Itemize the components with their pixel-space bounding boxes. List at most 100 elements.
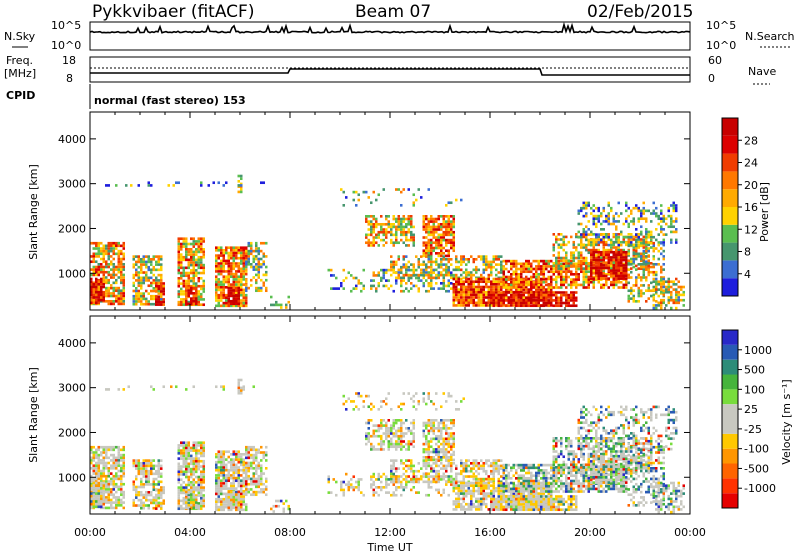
heatmap-cell: [667, 290, 670, 294]
heatmap-cell: [185, 255, 188, 259]
heatmap-cell: [510, 288, 513, 291]
heatmap-cell: [105, 461, 108, 465]
heatmap-cell: [132, 258, 135, 261]
heatmap-cell: [252, 493, 255, 497]
heatmap-cell: [177, 181, 180, 185]
heatmap-cell: [430, 284, 433, 288]
heatmap-cell: [535, 273, 538, 276]
heatmap-cell: [430, 220, 433, 223]
heatmap-cell: [187, 258, 190, 262]
heatmap-cell: [505, 262, 508, 266]
heatmap-cell: [250, 482, 253, 486]
heatmap-cell: [527, 267, 530, 271]
heatmap-cell: [137, 485, 140, 489]
heatmap-cell: [332, 287, 335, 290]
heatmap-cell: [532, 280, 535, 284]
heatmap-cell: [452, 249, 455, 253]
heatmap-cell: [225, 249, 228, 252]
heatmap-cell: [430, 225, 433, 229]
heatmap-cell: [200, 277, 203, 280]
heatmap-cell: [457, 298, 460, 302]
heatmap-cell: [102, 247, 105, 250]
heatmap-cell: [370, 279, 373, 282]
heatmap-cell: [247, 469, 250, 473]
heatmap-cell: [617, 243, 620, 247]
heatmap-cell: [592, 222, 595, 226]
heatmap-cell: [202, 248, 205, 251]
heatmap-cell: [482, 304, 485, 307]
heatmap-cell: [200, 470, 203, 474]
heatmap-cell: [617, 286, 620, 289]
heatmap-cell: [195, 274, 198, 278]
heatmap-cell: [442, 230, 445, 234]
heatmap-cell: [200, 298, 203, 301]
heatmap-cell: [185, 441, 188, 445]
heatmap-cell: [257, 485, 260, 489]
heatmap-cell: [345, 196, 348, 199]
heatmap-cell: [430, 263, 433, 266]
colorbar-swatch: [722, 118, 738, 136]
heatmap-cell: [157, 260, 160, 264]
heatmap-cell: [182, 449, 185, 452]
heatmap-cell: [517, 296, 520, 299]
heatmap-cell: [640, 244, 643, 248]
heatmap-cell: [97, 484, 100, 488]
heatmap-cell: [607, 238, 610, 241]
heatmap-cell: [425, 263, 428, 266]
heatmap-cell: [392, 225, 395, 229]
heatmap-cell: [615, 212, 618, 215]
heatmap-cell: [382, 188, 385, 191]
heatmap-cell: [535, 290, 538, 294]
heatmap-cell: [180, 290, 183, 293]
heatmap-cell: [192, 506, 195, 510]
heatmap-cell: [407, 276, 410, 280]
heatmap-cell: [112, 270, 115, 274]
heatmap-cell: [637, 294, 640, 298]
heatmap-cell: [615, 246, 618, 249]
heatmap-cell: [182, 255, 185, 259]
heatmap-cell: [222, 476, 225, 480]
heatmap-cell: [120, 289, 123, 293]
heatmap-cell: [135, 504, 138, 507]
heatmap-cell: [132, 281, 135, 285]
heatmap-cell: [477, 268, 480, 272]
heatmap-cell: [647, 284, 650, 287]
heatmap-cell: [570, 235, 573, 239]
heatmap-cell: [142, 302, 145, 306]
heatmap-cell: [200, 441, 203, 445]
heatmap-cell: [400, 223, 403, 226]
heatmap-cell: [180, 263, 183, 267]
heatmap-cell: [227, 251, 230, 255]
heatmap-cell: [477, 293, 480, 297]
heatmap-cell: [600, 262, 603, 266]
heatmap-cell: [605, 253, 608, 257]
heatmap-cell: [410, 282, 413, 285]
heatmap-cell: [395, 188, 398, 191]
heatmap-cell: [557, 259, 560, 263]
heatmap-cell: [180, 449, 183, 452]
heatmap-cell: [155, 494, 158, 497]
heatmap-cell: [420, 268, 423, 272]
heatmap-cell: [577, 275, 580, 279]
heatmap-cell: [402, 274, 405, 277]
heatmap-cell: [462, 301, 465, 305]
heatmap-cell: [582, 235, 585, 239]
heatmap-cell: [532, 273, 535, 276]
heatmap-cell: [252, 265, 255, 269]
heatmap-cell: [550, 283, 553, 286]
heatmap-cell: [447, 228, 450, 231]
heatmap-cell: [617, 220, 620, 223]
heatmap-cell: [155, 498, 158, 502]
heatmap-cell: [640, 217, 643, 221]
heatmap-cell: [630, 270, 633, 274]
heatmap-cell: [482, 255, 485, 258]
heatmap-cell: [107, 241, 110, 245]
heatmap-cell: [242, 256, 245, 260]
heatmap-cell: [230, 249, 233, 252]
heatmap-cell: [172, 184, 175, 187]
heatmap-cell: [252, 453, 255, 457]
heatmap-cell: [250, 278, 253, 282]
heatmap-cell: [540, 265, 543, 268]
heatmap-cell: [622, 286, 625, 289]
heatmap-cell: [540, 286, 543, 289]
